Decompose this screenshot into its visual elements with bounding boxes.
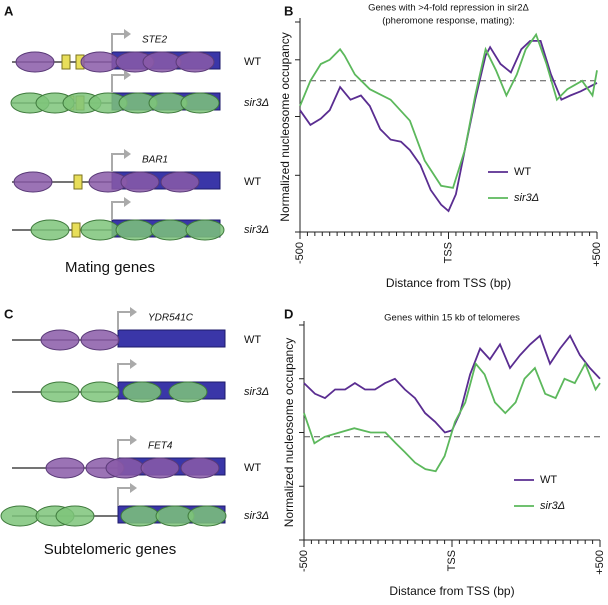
tss-arrow (111, 201, 124, 220)
tss-arrow (111, 74, 124, 93)
panel-label: C (4, 306, 14, 321)
nucleosome (115, 219, 155, 241)
x-tick-label: TSS (442, 242, 454, 263)
tss-arrowhead (130, 359, 137, 369)
x-axis-label: Distance from TSS (bp) (386, 276, 511, 290)
tss-arrow (117, 439, 130, 458)
nucleosome (142, 51, 182, 73)
data-line (299, 32, 598, 189)
legend-label: sir3Δ (514, 192, 539, 204)
panel-label: A (4, 3, 14, 18)
nucleosome (40, 381, 80, 403)
tss-arrow (111, 33, 124, 52)
nucleosome (105, 457, 145, 479)
nucleosome (140, 457, 180, 479)
data-line (299, 40, 598, 213)
nucleosome (185, 219, 225, 241)
tss-arrowhead (124, 29, 131, 39)
nucleosome (15, 51, 55, 73)
nucleosome (30, 219, 70, 241)
tss-arrowhead (130, 435, 137, 445)
nucleosome (122, 381, 162, 403)
nucleosome (150, 219, 190, 241)
tss-arrow (117, 363, 130, 382)
gene-name: FET4 (148, 441, 173, 452)
tss-arrowhead (124, 70, 131, 80)
genotype: WT (244, 56, 261, 68)
genotype: WT (244, 334, 261, 346)
genotype: WT (244, 462, 261, 474)
tss-arrowhead (124, 149, 131, 159)
tss-arrowhead (130, 483, 137, 493)
y-axis-label: Normalized nucleosome occupancy (278, 32, 292, 221)
panel-label: B (284, 3, 293, 18)
gene-name: YDR541C (148, 313, 194, 324)
uas (73, 174, 83, 190)
x-axis-label: Distance from TSS (bp) (389, 584, 514, 598)
nucleosome (80, 51, 120, 73)
nucleosome (13, 171, 53, 193)
x-tick-label: +500 (591, 242, 603, 267)
chart-title: Genes within 15 kb of telomeres (384, 313, 520, 324)
tss-arrowhead (130, 307, 137, 317)
x-tick-label: TSS (446, 550, 458, 571)
x-tick-label: -500 (298, 550, 310, 572)
chart-title: Genes with >4-fold repression in sir2Δ (368, 3, 529, 14)
data-line (303, 334, 601, 434)
nucleosome (45, 457, 85, 479)
nucleosome (120, 171, 160, 193)
genotype: WT (244, 176, 261, 188)
legend-label: WT (514, 166, 531, 178)
chart-title: (pheromone response, mating): (382, 16, 515, 27)
nucleosome (175, 51, 215, 73)
nucleosome (180, 457, 220, 479)
nucleosome (187, 505, 227, 527)
nucleosome (80, 329, 120, 351)
genotype: sir3Δ (244, 224, 269, 236)
gene-box (117, 329, 226, 348)
data-line (303, 361, 601, 473)
y-axis-label: Normalized nucleosome occupancy (282, 338, 296, 527)
nucleosome (40, 329, 80, 351)
nucleosome (0, 505, 40, 527)
diagram-caption: Subtelomeric genes (44, 541, 177, 558)
panel-label: D (284, 306, 293, 321)
tss-arrow (117, 311, 130, 330)
nucleosome (180, 92, 220, 114)
legend-label: WT (540, 474, 557, 486)
gene-name: STE2 (142, 35, 167, 46)
tss-arrow (117, 487, 130, 506)
genotype: sir3Δ (244, 97, 269, 109)
nucleosome (55, 505, 95, 527)
nucleosome (120, 505, 160, 527)
tss-arrow (111, 153, 124, 172)
x-tick-label: -500 (294, 242, 306, 264)
genotype: sir3Δ (244, 510, 269, 522)
nucleosome (80, 381, 120, 403)
uas (61, 54, 71, 70)
x-tick-label: +500 (594, 550, 606, 575)
tss-arrowhead (124, 197, 131, 207)
genotype: sir3Δ (244, 386, 269, 398)
gene-name: BAR1 (142, 155, 168, 166)
uas (71, 222, 81, 238)
nucleosome (80, 219, 120, 241)
diagram-caption: Mating genes (65, 259, 155, 276)
nucleosome (160, 171, 200, 193)
nucleosome (168, 381, 208, 403)
legend-label: sir3Δ (540, 500, 565, 512)
